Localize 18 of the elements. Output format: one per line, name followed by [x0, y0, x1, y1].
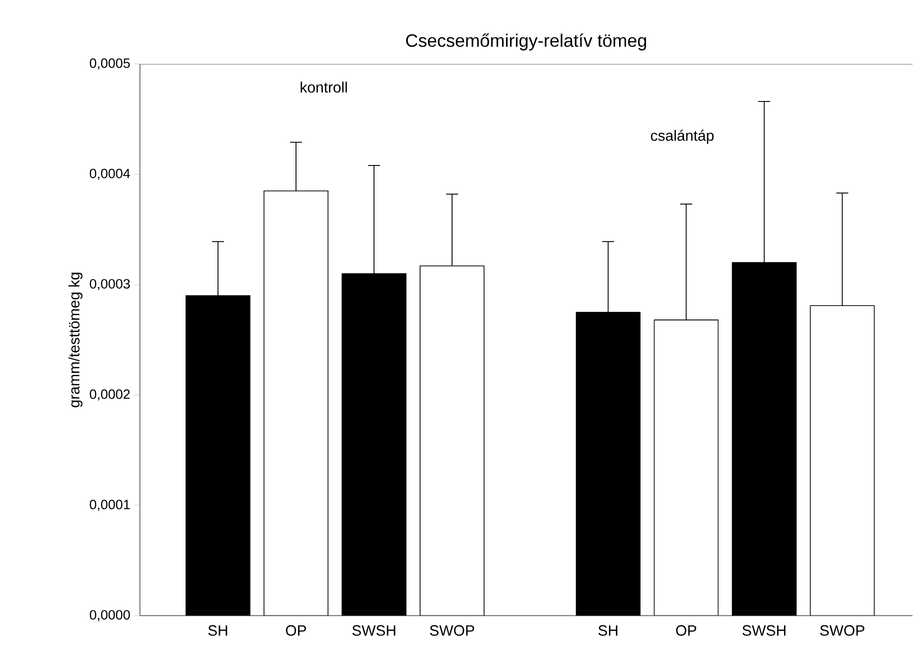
y-tick-label: 0,0000 [90, 610, 130, 622]
y-tick-label: 0,0002 [90, 390, 130, 401]
annotation: csalántáp [650, 130, 714, 144]
y-tick-label: 0,0005 [90, 58, 130, 70]
x-tick-label: SH [208, 625, 228, 636]
chart-title: Csecsemőmirigy-relatív tömeg [406, 34, 646, 51]
x-tick-label: SWOP [820, 625, 864, 636]
x-tick-label: SH [598, 625, 618, 636]
y-tick-label: 0,0003 [90, 279, 130, 290]
x-tick-label: OP [286, 625, 306, 636]
y-axis-title: gramm/testtömeg kg [68, 272, 82, 408]
x-tick-label: SWSH [352, 625, 396, 636]
y-tick-label: 0,0004 [90, 168, 130, 180]
annotation: kontroll [300, 82, 347, 93]
x-tick-label: SWOP [430, 625, 474, 636]
x-tick-label: SWSH [742, 625, 786, 636]
y-tick-label: 0,0001 [90, 500, 130, 512]
x-tick-label: OP [676, 625, 696, 636]
